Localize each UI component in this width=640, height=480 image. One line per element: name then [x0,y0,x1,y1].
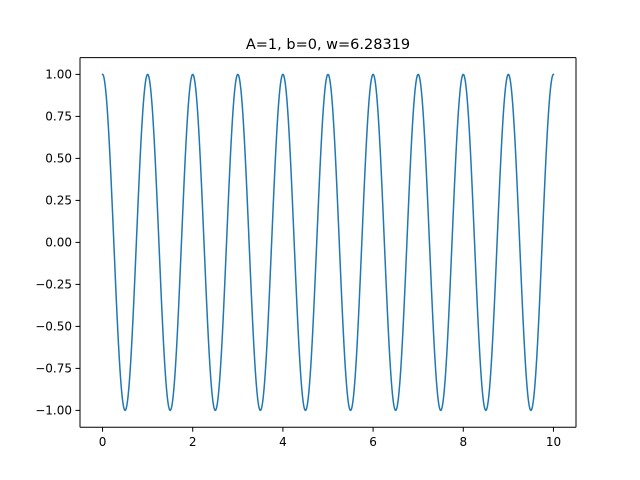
y-tick-label: 0.75 [45,110,72,124]
y-tick-label: −0.50 [35,320,72,334]
x-tick-label: 6 [369,435,377,449]
x-axis-ticks: 0 2 4 6 8 10 [99,427,561,449]
x-tick-label: 2 [189,435,197,449]
y-axis-ticks: −1.00 −0.75 −0.50 −0.25 0.00 0.25 0.50 0.75 1.00 [35,68,80,418]
x-tick-label: 10 [546,435,561,449]
x-tick-label: 4 [279,435,287,449]
chart-title: A=1, b=0, w=6.28319 [246,37,410,53]
y-tick-label: −1.00 [35,404,72,418]
y-tick-label: −0.75 [35,362,72,376]
series-line [101,73,555,412]
x-tick-label: 0 [99,435,107,449]
x-tick-label: 8 [459,435,467,449]
plot-area [80,57,576,428]
y-tick-label: −0.25 [35,278,72,292]
y-tick-label: 1.00 [45,68,72,82]
y-tick-label: 0.00 [45,236,72,250]
y-tick-label: 0.50 [45,152,72,166]
series-layer [101,73,555,412]
y-tick-label: 0.25 [45,194,72,208]
